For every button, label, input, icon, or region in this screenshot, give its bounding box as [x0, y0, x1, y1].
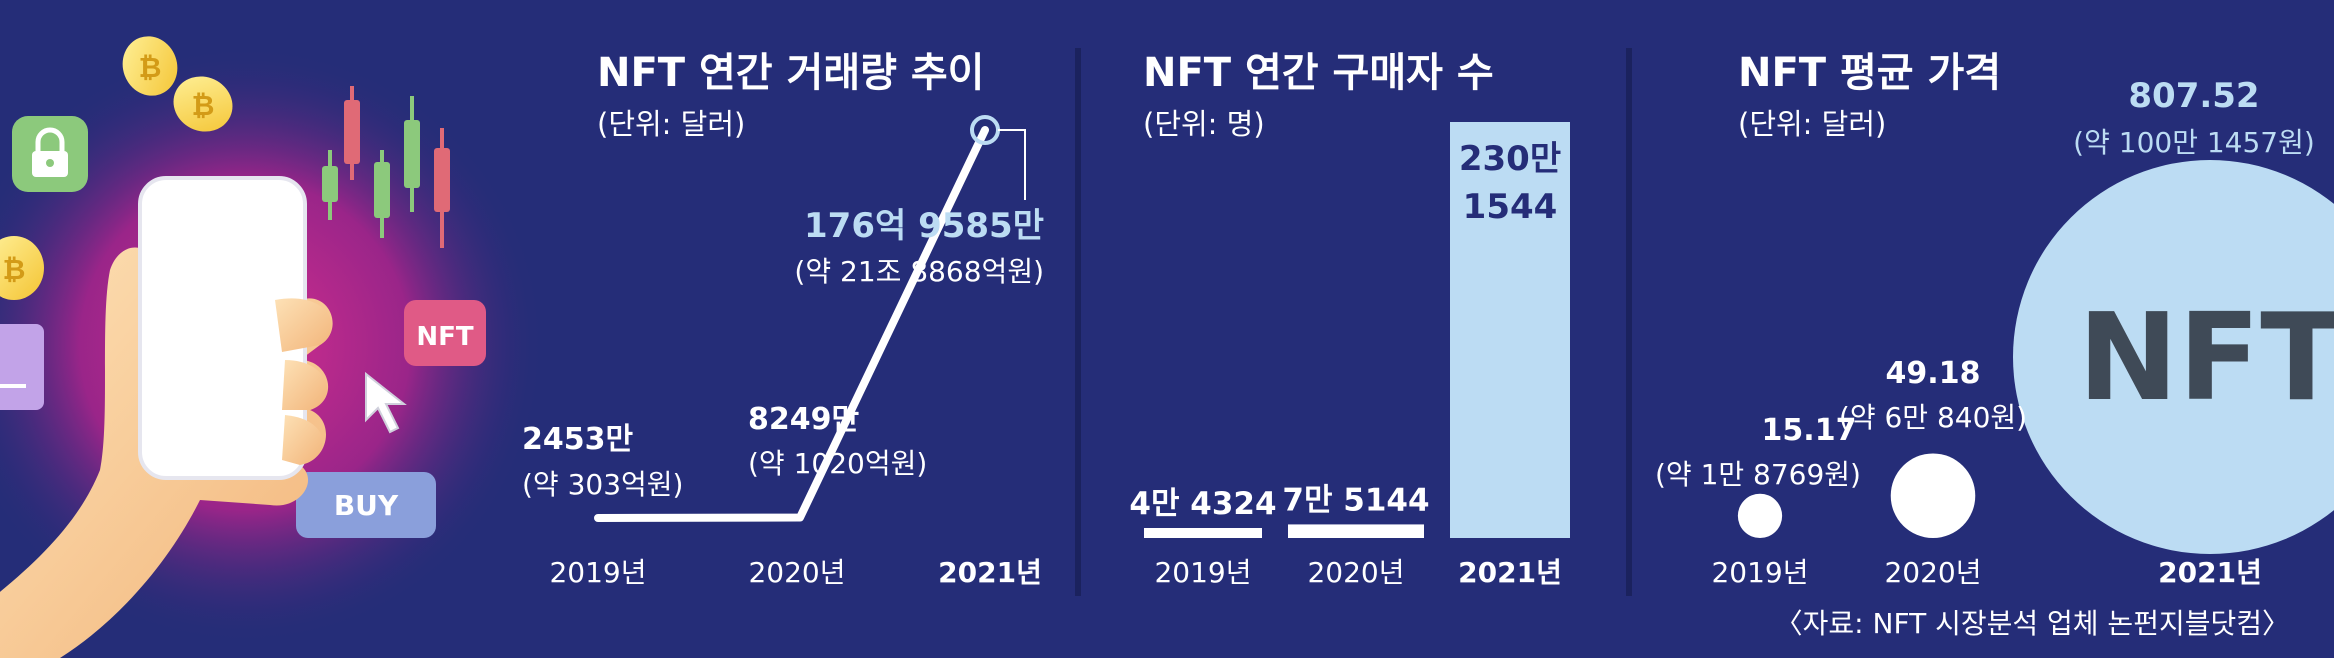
- buyers-bar-0: [1144, 528, 1262, 538]
- hand-holding-phone: [0, 176, 333, 658]
- volume-unit: (단위: 달러): [597, 107, 745, 141]
- price-x-tick-2021: 2021년: [2158, 556, 2262, 589]
- price-bubble-nft-text: NFT: [2078, 289, 2334, 428]
- svg-text:₿: ₿: [192, 89, 215, 122]
- price-bubble-0: [1737, 493, 1783, 538]
- cursor-icon: [365, 371, 407, 434]
- buyers-value-label-2: 230만: [1459, 139, 1561, 179]
- price-unit: (단위: 달러): [1738, 107, 1886, 141]
- price-label-2019: 15.17: [1762, 413, 1857, 448]
- buyers-value-label-1: 7만 5144: [1282, 482, 1429, 518]
- price-x-tick-2019: 2019년: [1711, 556, 1808, 589]
- volume-line: [594, 126, 989, 522]
- svg-text:₿: ₿: [3, 253, 26, 286]
- price-sublabel-2019: (약 1만 8769원): [1655, 458, 1861, 491]
- price-bubble-1: [1890, 453, 1976, 538]
- volume-panel: NFT 연간 거래량 추이 (단위: 달러) 2453만 (약 303억원) 8…: [522, 50, 1044, 589]
- price-bubble-2: [2013, 160, 2334, 554]
- price-circles: NFT: [1737, 160, 2334, 554]
- volume-label-2019: 2453만: [522, 422, 633, 457]
- volume-sublabel-2019: (약 303억원): [522, 468, 683, 501]
- buyers-bars: 4만 4324 7만 5144 230만 1544: [1129, 122, 1570, 538]
- buyers-x-tick-2021: 2021년: [1458, 556, 1562, 589]
- buy-button: BUY: [296, 472, 436, 538]
- price-sublabel-2020: (약 6만 840원): [1839, 401, 2027, 434]
- panel-divider: [1075, 48, 1081, 596]
- buyers-value-label-2: 1544: [1463, 187, 1558, 227]
- candlestick-icon: [322, 86, 450, 248]
- lock-icon: [12, 116, 88, 192]
- nft-tag: NFT: [404, 300, 486, 366]
- volume-sublabel-2020: (약 1020억원): [748, 447, 927, 480]
- nft-tag-label: NFT: [416, 322, 474, 352]
- buyers-bar-2: [1450, 122, 1570, 538]
- volume-peak-leader: [998, 129, 1026, 200]
- volume-x-tick-2021: 2021년: [938, 556, 1042, 589]
- volume-label-2020: 8249만: [748, 402, 859, 437]
- buyers-x-tick-2020: 2020년: [1307, 556, 1404, 589]
- coin-icon: ₿: [122, 36, 178, 96]
- price-label-2021: 807.52: [2128, 76, 2259, 116]
- panel-divider: [1626, 48, 1632, 596]
- buy-button-label: BUY: [334, 489, 399, 522]
- coin-icon: ₿: [173, 76, 233, 132]
- coin-icon: ₿: [0, 236, 44, 300]
- volume-title: NFT 연간 거래량 추이: [597, 50, 984, 96]
- card-icon: [0, 324, 44, 410]
- price-sublabel-2021: (약 100만 1457원): [2073, 126, 2315, 159]
- buyers-panel: NFT 연간 구매자 수 (단위: 명) 4만 4324 7만 5144 230만 1…: [1129, 50, 1570, 589]
- buyers-x-tick-2019: 2019년: [1154, 556, 1251, 589]
- price-title: NFT 평균 가격: [1738, 50, 2001, 96]
- price-panel: NFT 평균 가격 (단위: 달러) NFT 15.17 (약 1만 8769원…: [1655, 50, 2334, 589]
- price-x-tick-2020: 2020년: [1884, 556, 1981, 589]
- volume-label-2021: 176억 9585만: [804, 206, 1044, 246]
- volume-sublabel-2021: (약 21조 8868억원): [794, 255, 1044, 288]
- price-label-2020: 49.18: [1886, 356, 1981, 391]
- source-note: 〈자료: NFT 시장분석 업체 논펀지블닷컴〉: [1775, 607, 2290, 640]
- volume-x-tick-2019: 2019년: [549, 556, 646, 589]
- svg-text:₿: ₿: [139, 51, 162, 84]
- buyers-title: NFT 연간 구매자 수: [1143, 50, 1494, 96]
- illustration: ₿ ₿ ₿ NFT: [0, 36, 545, 658]
- volume-x-tick-2020: 2020년: [748, 556, 845, 589]
- buyers-bar-1: [1288, 524, 1424, 538]
- buyers-value-label-0: 4만 4324: [1129, 486, 1276, 522]
- buyers-unit: (단위: 명): [1143, 107, 1265, 141]
